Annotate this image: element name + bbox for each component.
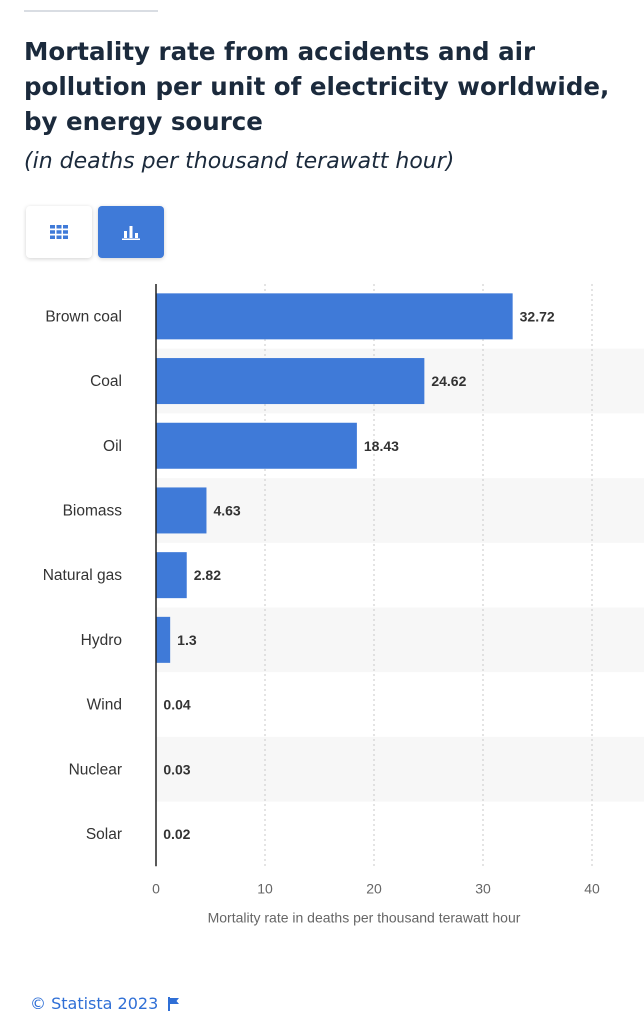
top-divider (24, 10, 158, 12)
data-label: 0.02 (163, 826, 190, 842)
data-label: 0.04 (163, 697, 190, 713)
data-label: 24.62 (431, 373, 466, 389)
bar-chart-icon (122, 226, 140, 240)
x-tick-label: 40 (584, 880, 600, 896)
data-label: 18.43 (364, 438, 399, 454)
row-shade (156, 478, 644, 543)
chart-view-button[interactable] (98, 206, 164, 258)
category-label: Brown coal (45, 308, 122, 325)
bar[interactable] (156, 293, 513, 340)
data-label: 2.82 (194, 567, 221, 583)
x-axis-title: Mortality rate in deaths per thousand te… (208, 909, 521, 925)
data-label: 0.03 (163, 761, 190, 777)
category-label: Natural gas (43, 567, 123, 584)
x-tick-label: 20 (366, 880, 382, 896)
data-label: 1.3 (177, 632, 197, 648)
bar[interactable] (156, 422, 357, 469)
category-label: Solar (86, 826, 122, 843)
category-label: Coal (90, 373, 122, 390)
category-label: Wind (87, 697, 122, 714)
category-label: Hydro (81, 632, 122, 649)
chart-title: Mortality rate from accidents and air po… (24, 37, 610, 136)
footer: © Statista 2023 (30, 994, 180, 1013)
bar[interactable] (156, 487, 207, 534)
chart-subtitle: (in deaths per thousand terawatt hour) (24, 149, 455, 174)
data-label: 32.72 (520, 308, 555, 324)
category-label: Biomass (63, 502, 123, 519)
x-tick-label: 10 (257, 880, 273, 896)
category-label: Nuclear (69, 761, 122, 778)
row-shade (156, 736, 644, 802)
row-shade (156, 607, 644, 673)
x-tick-label: 30 (475, 880, 491, 896)
bar[interactable] (156, 616, 171, 663)
table-view-button[interactable] (26, 206, 92, 258)
flag-icon[interactable] (168, 996, 180, 1011)
bar[interactable] (156, 358, 425, 405)
bar[interactable] (156, 552, 187, 599)
data-label: 4.63 (213, 502, 240, 518)
grid-icon (50, 225, 68, 239)
x-tick-label: 0 (152, 880, 160, 896)
bar-chart: 32.72 Brown coal 24.62 Coal 18.43 Oil 4.63 Biom… (43, 284, 644, 925)
copyright-text: © Statista 2023 (30, 994, 159, 1013)
category-label: Oil (103, 438, 122, 455)
